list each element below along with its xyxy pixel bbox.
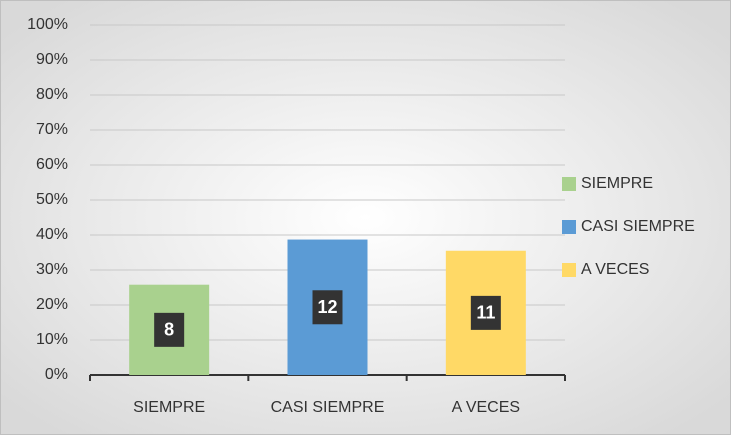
y-tick-label: 70%: [36, 121, 68, 138]
y-tick-label: 30%: [36, 261, 68, 278]
y-tick-label: 60%: [36, 156, 68, 173]
y-tick-label: 10%: [36, 331, 68, 348]
x-tick-label: CASI SIEMPRE: [271, 399, 385, 416]
y-tick-label: 90%: [36, 51, 68, 68]
y-tick-label: 0%: [45, 366, 68, 383]
y-tick-label: 40%: [36, 226, 68, 243]
x-tick-label: SIEMPRE: [133, 399, 205, 416]
legend-label: SIEMPRE: [581, 175, 653, 192]
y-tick-label: 100%: [27, 16, 68, 33]
data-label: 8: [164, 320, 174, 340]
data-label: 11: [476, 303, 495, 323]
data-label-box: [312, 290, 343, 325]
y-tick-label: 50%: [36, 191, 68, 208]
x-tick-label: A VECES: [452, 399, 520, 416]
y-tick-label: 80%: [36, 86, 68, 103]
data-label-box: [154, 312, 185, 347]
legend-swatch: [562, 177, 576, 191]
data-label: 12: [317, 297, 337, 317]
data-label-box: [470, 295, 501, 330]
legend-swatch: [562, 263, 576, 277]
legend-label: A VECES: [581, 261, 649, 278]
y-tick-label: 20%: [36, 296, 68, 313]
legend-label: CASI SIEMPRE: [581, 218, 695, 235]
legend-swatch: [562, 220, 576, 234]
